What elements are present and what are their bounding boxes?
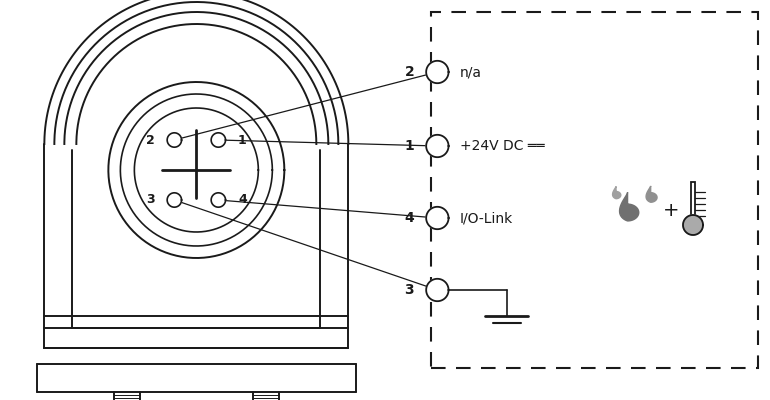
Polygon shape	[426, 61, 449, 83]
Text: n/a: n/a	[460, 65, 482, 79]
Polygon shape	[167, 133, 182, 147]
Polygon shape	[167, 193, 182, 207]
Polygon shape	[613, 186, 621, 199]
Text: 4: 4	[404, 211, 414, 225]
Bar	[431, 12, 758, 368]
Text: 3: 3	[404, 283, 414, 297]
Polygon shape	[426, 135, 449, 157]
Text: 2: 2	[404, 65, 414, 79]
Text: 4: 4	[238, 194, 246, 206]
Polygon shape	[426, 279, 449, 301]
Text: +: +	[663, 200, 680, 220]
Polygon shape	[620, 192, 639, 221]
Polygon shape	[683, 215, 703, 235]
Text: +24V DC ══: +24V DC ══	[460, 139, 544, 153]
Polygon shape	[426, 207, 449, 229]
Polygon shape	[211, 133, 226, 147]
Text: I/O-Link: I/O-Link	[460, 211, 513, 225]
Text: 1: 1	[404, 139, 414, 153]
Text: 3: 3	[146, 194, 155, 206]
Polygon shape	[646, 186, 657, 202]
Text: 2: 2	[146, 134, 155, 146]
Bar	[691, 182, 695, 222]
Polygon shape	[211, 193, 226, 207]
Text: 1: 1	[238, 134, 246, 146]
